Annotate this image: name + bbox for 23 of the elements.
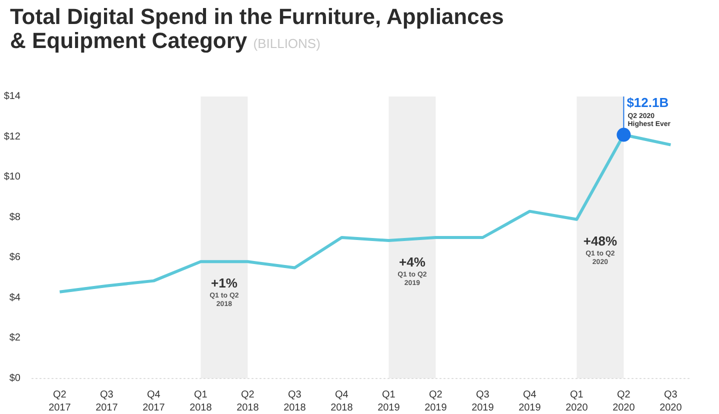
y-tick-label: $14 xyxy=(4,91,21,102)
x-tick-label: Q4 2019 xyxy=(518,390,542,414)
x-tick-label: Q1 2019 xyxy=(378,390,400,414)
x-tick-label: Q1 2020 xyxy=(566,390,588,414)
x-tick-label: Q3 2017 xyxy=(96,390,118,414)
x-tick-label: Q3 2020 xyxy=(660,390,682,414)
x-tick-label: Q4 2017 xyxy=(142,390,166,414)
x-tick-label: Q3 2019 xyxy=(472,390,494,414)
y-tick-label: $12 xyxy=(4,131,21,142)
y-tick-label: $2 xyxy=(9,332,21,344)
x-tick-label: Q3 2018 xyxy=(284,390,306,414)
x-tick-label: Q2 2018 xyxy=(236,390,260,414)
x-tick-label: Q2 2017 xyxy=(48,390,72,414)
x-tick-label: Q1 2018 xyxy=(190,390,212,414)
y-tick-label: $10 xyxy=(4,172,21,183)
y-tick-label: $8 xyxy=(9,212,21,223)
x-tick-label: Q2 2020 xyxy=(612,390,636,414)
x-tick-label: Q4 2018 xyxy=(330,390,354,414)
x-tick-label: Q2 2019 xyxy=(424,390,448,414)
y-tick-label: $0 xyxy=(9,373,21,384)
y-tick-label: $4 xyxy=(9,292,21,304)
annotation: $12.1B xyxy=(626,94,669,110)
y-tick-label: $6 xyxy=(9,252,21,264)
